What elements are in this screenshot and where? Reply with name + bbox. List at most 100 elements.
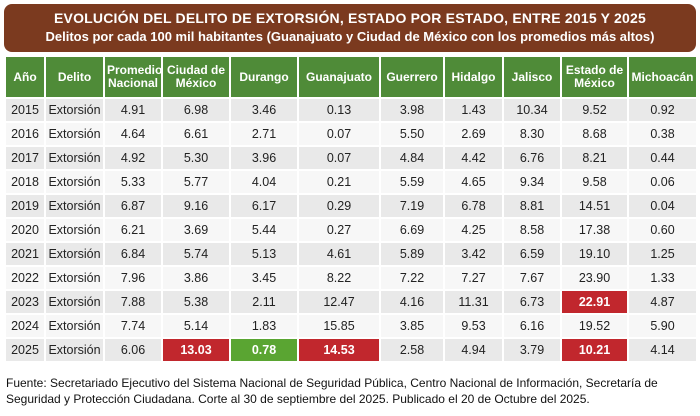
table-cell: 2018 bbox=[4, 169, 46, 195]
table-cell: 12.47 bbox=[297, 289, 381, 315]
table-cell: 4.14 bbox=[627, 337, 698, 363]
table-cell: 5.59 bbox=[379, 169, 445, 195]
table-cell: 7.67 bbox=[502, 265, 562, 291]
table-cell: 3.79 bbox=[502, 337, 562, 363]
table-cell: 10.34 bbox=[502, 97, 562, 123]
title: EVOLUCIÓN DEL DELITO DE EXTORSIÓN, ESTAD… bbox=[54, 10, 646, 26]
table-cell: 1.25 bbox=[627, 241, 698, 267]
table-cell: 8.21 bbox=[560, 145, 629, 171]
footer: Fuente: Secretariado Ejecutivo del Siste… bbox=[6, 376, 658, 406]
table-cell: 0.27 bbox=[297, 217, 381, 243]
table-cell: 8.81 bbox=[502, 193, 562, 219]
table-cell: 2022 bbox=[4, 265, 46, 291]
table-cell: 5.74 bbox=[161, 241, 231, 267]
table-cell: 13.03 bbox=[161, 337, 231, 363]
table-cell: 4.92 bbox=[103, 145, 163, 171]
table-cell: Extorsión bbox=[44, 97, 105, 123]
table-cell: 0.13 bbox=[297, 97, 381, 123]
table-cell: 6.21 bbox=[103, 217, 163, 243]
table-cell: 6.87 bbox=[103, 193, 163, 219]
table-cell: 0.06 bbox=[627, 169, 698, 195]
table-cell: 6.16 bbox=[502, 313, 562, 339]
table-cell: 4.64 bbox=[103, 121, 163, 147]
table-row: 2019 Extorsión 6.87 9.16 6.17 0.29 7.19 6.78 8.8… bbox=[4, 193, 698, 219]
table-cell: 19.10 bbox=[560, 241, 629, 267]
table-cell: 6.06 bbox=[103, 337, 163, 363]
table-cell: 2025 bbox=[4, 337, 46, 363]
table-cell: 6.76 bbox=[502, 145, 562, 171]
table-cell: 0.21 bbox=[297, 169, 381, 195]
table-cell: 3.46 bbox=[229, 97, 299, 123]
table-cell: 2.69 bbox=[443, 121, 504, 147]
table-cell: 3.85 bbox=[379, 313, 445, 339]
table-cell: Extorsión bbox=[44, 289, 105, 315]
header-row: Año Delito Promedio Nacional Ciudad de Méxi… bbox=[4, 55, 698, 99]
table-cell: 4.87 bbox=[627, 289, 698, 315]
table-cell: 4.84 bbox=[379, 145, 445, 171]
table-cell: 2021 bbox=[4, 241, 46, 267]
table-cell: Extorsión bbox=[44, 169, 105, 195]
table-cell: 17.38 bbox=[560, 217, 629, 243]
table-body: 2015 Extorsión 4.91 6.98 3.46 0.13 3.98 1.43 10.… bbox=[4, 97, 698, 363]
table-cell: Extorsión bbox=[44, 265, 105, 291]
table-cell: Extorsión bbox=[44, 337, 105, 363]
column-header: Año bbox=[4, 55, 46, 99]
table-cell: 0.38 bbox=[627, 121, 698, 147]
table-cell: 5.13 bbox=[229, 241, 299, 267]
table-cell: 4.42 bbox=[443, 145, 504, 171]
table-cell: 2015 bbox=[4, 97, 46, 123]
table-cell: 3.98 bbox=[379, 97, 445, 123]
table-cell: 22.91 bbox=[560, 289, 629, 315]
table-cell: 5.44 bbox=[229, 217, 299, 243]
column-header: Guanajuato bbox=[297, 55, 381, 99]
column-header: Delito bbox=[44, 55, 105, 99]
column-header: Guerrero bbox=[379, 55, 445, 99]
column-header: Promedio Nacional bbox=[103, 55, 163, 99]
table-cell: 2.71 bbox=[229, 121, 299, 147]
table-cell: Extorsión bbox=[44, 145, 105, 171]
table-cell: Extorsión bbox=[44, 241, 105, 267]
table-cell: 6.84 bbox=[103, 241, 163, 267]
table-cell: 0.04 bbox=[627, 193, 698, 219]
table-cell: 5.90 bbox=[627, 313, 698, 339]
table-cell: 4.04 bbox=[229, 169, 299, 195]
table-cell: 6.69 bbox=[379, 217, 445, 243]
table-cell: 5.14 bbox=[161, 313, 231, 339]
table-cell: 23.90 bbox=[560, 265, 629, 291]
table-cell: 1.43 bbox=[443, 97, 504, 123]
table-cell: 8.30 bbox=[502, 121, 562, 147]
table-cell: 0.44 bbox=[627, 145, 698, 171]
table-cell: 3.69 bbox=[161, 217, 231, 243]
table-cell: 0.60 bbox=[627, 217, 698, 243]
table-cell: 6.59 bbox=[502, 241, 562, 267]
table-cell: Extorsión bbox=[44, 313, 105, 339]
table-cell: 7.27 bbox=[443, 265, 504, 291]
column-header: Durango bbox=[229, 55, 299, 99]
table-cell: 5.30 bbox=[161, 145, 231, 171]
table-row: 2024 Extorsión 7.74 5.14 1.83 15.85 3.85 9.53 6.… bbox=[4, 313, 698, 339]
table-cell: 6.61 bbox=[161, 121, 231, 147]
table-cell: 3.42 bbox=[443, 241, 504, 267]
table-cell: 4.61 bbox=[297, 241, 381, 267]
table-row: 2015 Extorsión 4.91 6.98 3.46 0.13 3.98 1.43 10.… bbox=[4, 97, 698, 123]
table-row: 2022 Extorsión 7.96 3.86 3.45 8.22 7.22 7.27 7.6… bbox=[4, 265, 698, 291]
table-cell: 7.22 bbox=[379, 265, 445, 291]
table-cell: 0.07 bbox=[297, 121, 381, 147]
table-row: 2016 Extorsión 4.64 6.61 2.71 0.07 5.50 2.69 8.3… bbox=[4, 121, 698, 147]
table-cell: 2.11 bbox=[229, 289, 299, 315]
table-cell: 0.07 bbox=[297, 145, 381, 171]
table-cell: 8.58 bbox=[502, 217, 562, 243]
table-cell: 4.16 bbox=[379, 289, 445, 315]
table-cell: 2.58 bbox=[379, 337, 445, 363]
column-header: Michoacán bbox=[627, 55, 698, 99]
table-cell: 5.50 bbox=[379, 121, 445, 147]
table-cell: 2019 bbox=[4, 193, 46, 219]
table-cell: 4.94 bbox=[443, 337, 504, 363]
table-cell: 3.96 bbox=[229, 145, 299, 171]
table-cell: Extorsión bbox=[44, 121, 105, 147]
table-cell: 2020 bbox=[4, 217, 46, 243]
table-cell: 3.86 bbox=[161, 265, 231, 291]
column-header: Ciudad de México bbox=[161, 55, 231, 99]
table-cell: 2016 bbox=[4, 121, 46, 147]
